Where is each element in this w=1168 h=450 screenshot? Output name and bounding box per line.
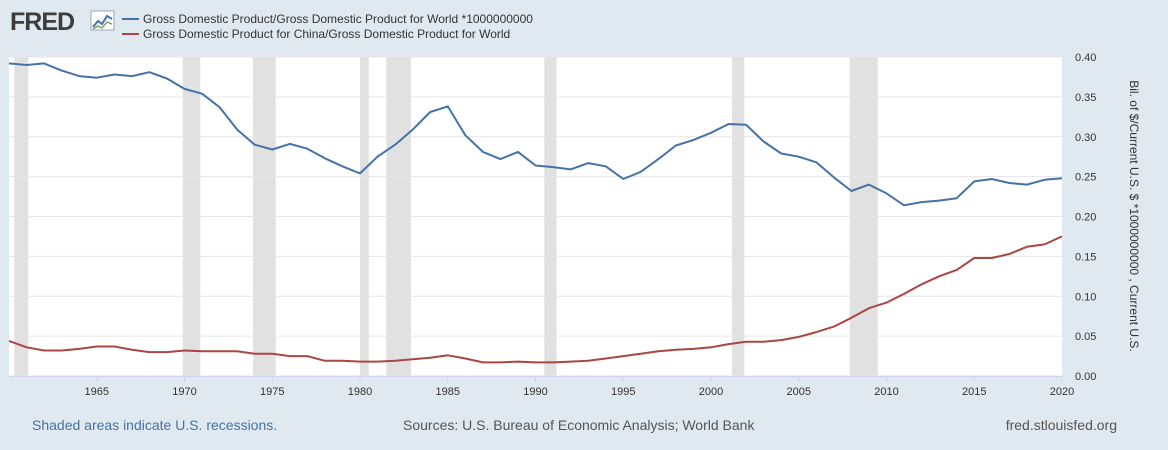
legend-label-china-gdp: Gross Domestic Product for China/Gross D… (143, 27, 510, 41)
y-tick-label: 0.05 (1075, 331, 1096, 343)
y-axis-label: Bil. of $/Current U.S. $ *1000000000 , C… (1127, 80, 1141, 351)
sources-text: Sources: U.S. Bureau of Economic Analysi… (403, 417, 755, 433)
x-tick-label: 1985 (436, 386, 460, 398)
x-tick-label: 1965 (85, 386, 109, 398)
legend-item-china-gdp[interactable]: Gross Domestic Product for China/Gross D… (122, 27, 510, 41)
x-tick-label: 1975 (260, 386, 284, 398)
x-tick-label: 1970 (172, 386, 196, 398)
y-tick-label: 0.10 (1075, 291, 1096, 303)
x-tick-label: 2005 (787, 386, 811, 398)
fred-url-link[interactable]: fred.stlouisfed.org (1005, 417, 1117, 433)
recession-note-link[interactable]: Shaded areas indicate U.S. recessions. (32, 417, 278, 433)
x-tick-label: 1995 (611, 386, 635, 398)
x-axis: 1965 1970 1975 1980 1985 1990 1995 2000 2005 2010… (9, 376, 1074, 398)
x-tick-label: 2015 (962, 386, 986, 398)
y-tick-label: 0.25 (1075, 172, 1096, 184)
fred-logo[interactable]: FRED (10, 8, 115, 36)
y-tick-label: 0.30 (1075, 132, 1096, 144)
y-tick-label: 0.20 (1075, 212, 1096, 224)
x-tick-label: 1980 (348, 386, 372, 398)
x-tick-label: 2000 (699, 386, 723, 398)
series-line-1[interactable] (8, 235, 1063, 364)
y-axis: 0.00 0.05 0.10 0.15 0.20 0.25 0.30 0.35 0.40 (1075, 52, 1096, 383)
legend: Gross Domestic Product/Gross Domestic Pr… (122, 12, 533, 41)
fred-graph-icon (90, 10, 115, 31)
x-tick-label: 2020 (1050, 386, 1074, 398)
legend-item-world-gdp[interactable]: Gross Domestic Product/Gross Domestic Pr… (122, 12, 533, 26)
y-tick-label: 0.00 (1075, 371, 1096, 383)
y-tick-label: 0.35 (1075, 92, 1096, 104)
y-tick-label: 0.40 (1075, 52, 1096, 64)
series-lines (8, 62, 1063, 364)
legend-label-world-gdp: Gross Domestic Product/Gross Domestic Pr… (143, 12, 533, 26)
x-tick-label: 1990 (523, 386, 547, 398)
series-line-0[interactable] (8, 62, 1063, 207)
y-tick-label: 0.15 (1075, 251, 1096, 263)
x-tick-label: 2010 (874, 386, 898, 398)
fred-logo-text: FRED (10, 8, 74, 36)
